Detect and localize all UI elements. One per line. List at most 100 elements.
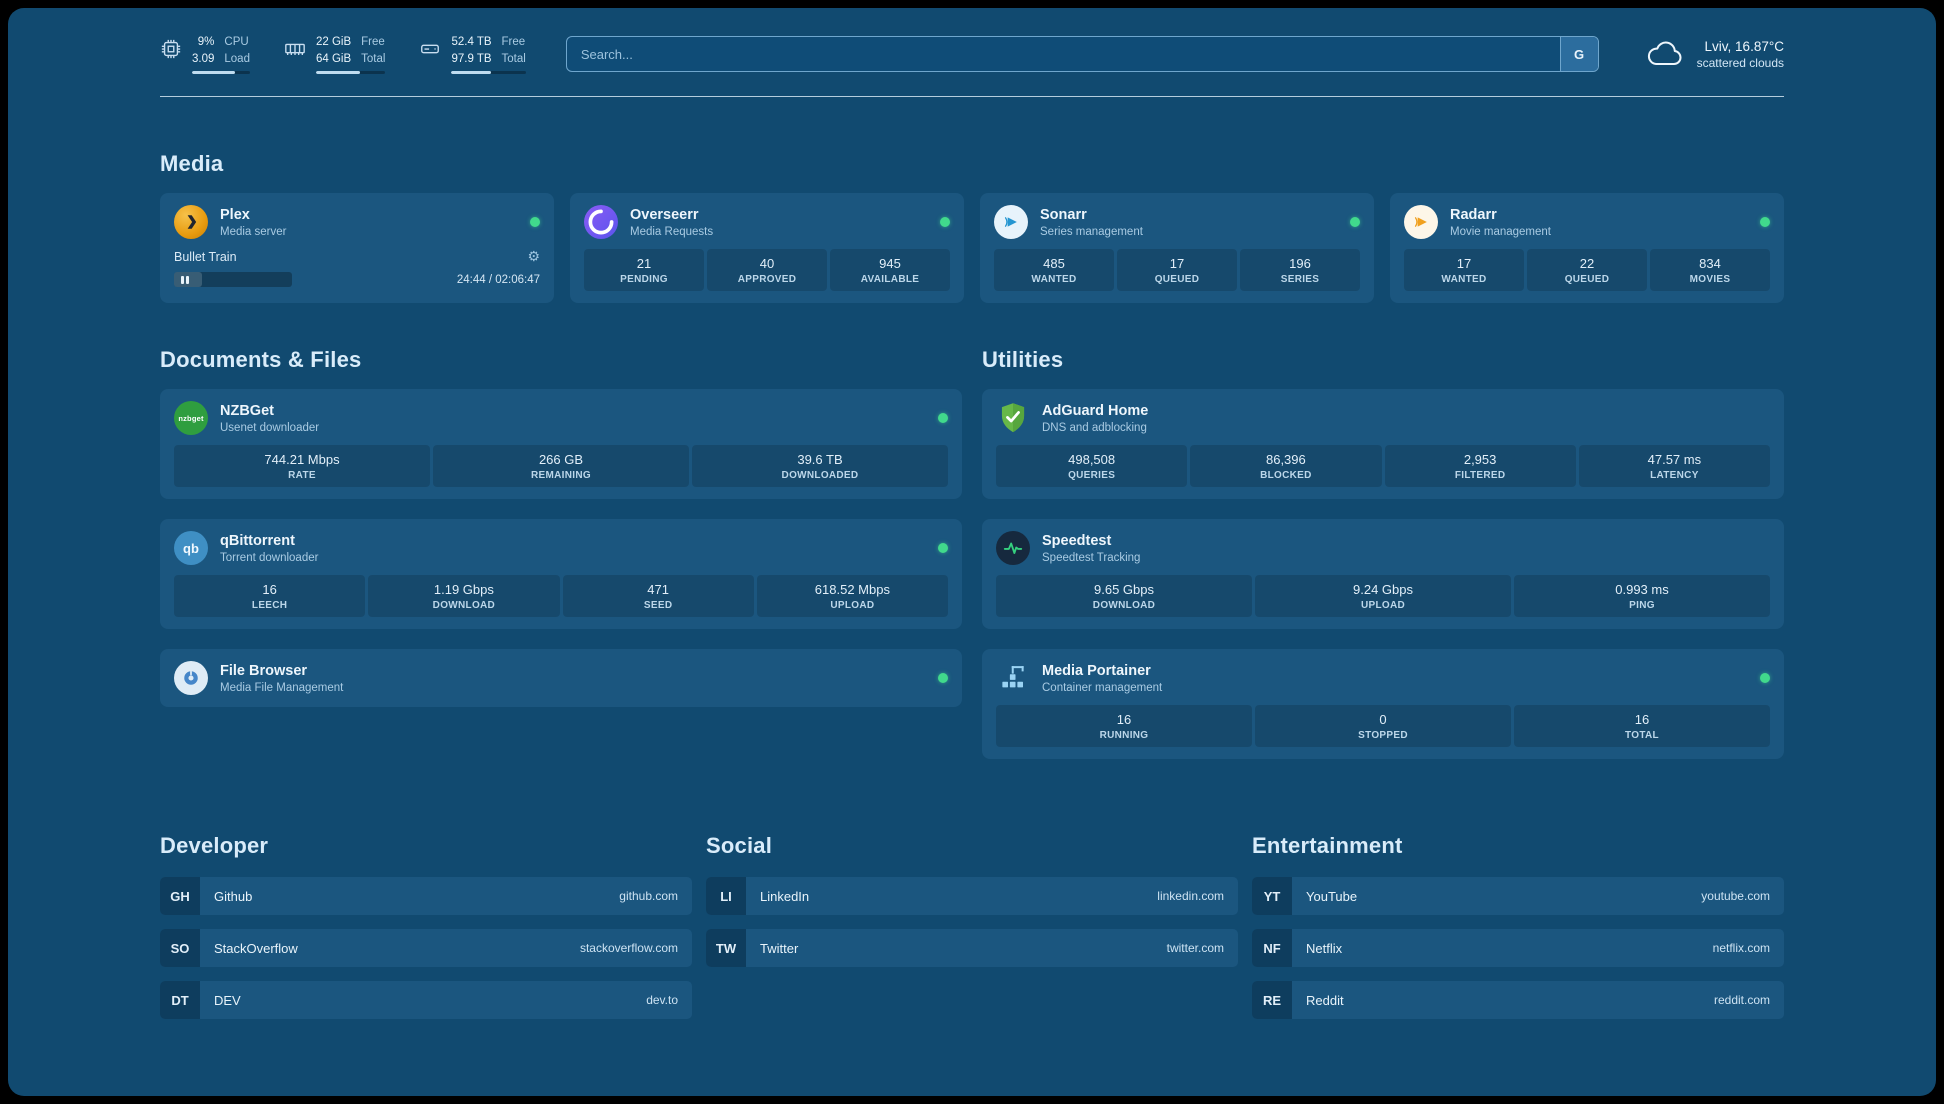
search-provider-button[interactable]: G [1559, 37, 1598, 72]
status-dot [938, 543, 948, 554]
utilities-section-title: Utilities [982, 347, 1064, 373]
filebrowser-icon [174, 661, 208, 696]
status-dot [940, 217, 950, 228]
bookmark-name: Github [214, 888, 253, 904]
service-card-radarr[interactable]: Radarr Movie management 17 WANTED 22 QUE… [1390, 193, 1784, 304]
portainer-stat-stopped: 0 STOPPED [1255, 705, 1511, 748]
bookmark-twitter[interactable]: TW Twitter twitter.com [706, 929, 1238, 968]
status-dot [1350, 217, 1360, 228]
bookmark-reddit[interactable]: RE Reddit reddit.com [1252, 981, 1784, 1020]
bookmark-name: Netflix [1306, 940, 1343, 956]
media-section-title: Media [160, 151, 224, 177]
service-name: Plex [220, 206, 250, 223]
service-card-qbittorrent[interactable]: qb qBittorrent Torrent downloader 16 LEE… [160, 519, 962, 630]
bookmark-name: DEV [214, 992, 241, 1008]
plex-now-playing: Bullet Train ⚙ 24:44 / 02:06:47 [174, 248, 540, 288]
service-name: Media Portainer [1042, 662, 1151, 679]
header-divider [160, 96, 1784, 98]
bookmark-dev[interactable]: DT DEV dev.to [160, 981, 692, 1020]
playback-progress-bar[interactable] [174, 272, 292, 288]
bookmark-domain: stackoverflow.com [579, 941, 678, 956]
radarr-stat-movies: 834 MOVIES [1650, 249, 1770, 292]
sonarr-stat-series: 196 SERIES [1240, 249, 1360, 292]
adguard-stat-queries: 498,508 QUERIES [996, 445, 1188, 488]
service-name: qBittorrent [220, 532, 295, 549]
pause-icon[interactable] [181, 275, 184, 284]
service-subtitle: Torrent downloader [220, 551, 319, 564]
bookmark-stackoverflow[interactable]: SO StackOverflow stackoverflow.com [160, 929, 692, 968]
weather-location: Lviv, 16.87°C [1704, 38, 1784, 54]
speedtest-stat-ping: 0.993 ms PING [1514, 575, 1770, 618]
header: 9% 3.09 CPU Load [160, 34, 1784, 75]
adguard-stat-blocked: 86,396 BLOCKED [1190, 445, 1382, 488]
memory-total-label: Total [361, 52, 386, 65]
sonarr-stat-wanted: 485 WANTED [994, 249, 1114, 292]
nzbget-stat-remaining: 266 GB REMAINING [433, 445, 689, 488]
service-subtitle: Media server [220, 225, 287, 238]
bookmark-github[interactable]: GH Github github.com [160, 877, 692, 916]
cpu-load-label: Load [224, 52, 250, 65]
bookmark-name: Twitter [760, 940, 799, 956]
service-card-sonarr[interactable]: Sonarr Series management 485 WANTED 17 Q… [980, 193, 1374, 304]
service-card-nzbget[interactable]: nzbget NZBGet Usenet downloader 744.21 M… [160, 389, 962, 500]
documents-section: Documents & Files nzbget NZBGet Usenet d… [160, 347, 962, 759]
overseerr-icon [584, 205, 618, 240]
resource-widgets: 9% 3.09 CPU Load [160, 34, 526, 75]
bookmark-abbr: RE [1252, 981, 1292, 1020]
adguard-stat-filtered: 2,953 FILTERED [1384, 445, 1576, 488]
service-card-overseerr[interactable]: Overseerr Media Requests 21 PENDING 40 A… [570, 193, 964, 304]
service-name: Radarr [1450, 206, 1497, 223]
memory-progress-bar [315, 71, 386, 75]
utilities-section: Utilities AdGuard Home DNS and adblockin… [982, 347, 1784, 760]
service-name: Speedtest [1042, 532, 1112, 549]
bookmarks: Developer GH Github github.com SO StackO… [160, 833, 1784, 1033]
bookmark-group-developer: Developer GH Github github.com SO StackO… [160, 833, 692, 1033]
bookmark-abbr: DT [160, 981, 200, 1020]
service-name: Overseerr [630, 206, 699, 223]
bookmark-domain: github.com [619, 889, 678, 904]
bookmark-group-title: Developer [160, 833, 269, 859]
service-card-portainer[interactable]: Media Portainer Container management 16 … [982, 649, 1784, 760]
bookmark-group-title: Entertainment [1252, 833, 1403, 859]
speedtest-icon [996, 531, 1030, 566]
speedtest-stat-upload: 9.24 Gbps UPLOAD [1255, 575, 1511, 618]
bookmark-domain: twitter.com [1166, 941, 1224, 956]
disk-progress-bar [451, 71, 526, 75]
service-subtitle: Series management [1040, 225, 1143, 238]
adguard-icon [996, 401, 1030, 435]
bookmark-name: StackOverflow [214, 940, 298, 956]
now-playing-title: Bullet Train [174, 249, 237, 264]
bookmark-abbr: YT [1252, 877, 1292, 916]
disk-icon [421, 44, 440, 54]
speedtest-stat-download: 9.65 Gbps DOWNLOAD [996, 575, 1252, 618]
service-card-filebrowser[interactable]: File Browser Media File Management [160, 649, 962, 708]
service-name: NZBGet [220, 402, 274, 419]
status-dot [1760, 673, 1770, 684]
bookmark-abbr: TW [706, 929, 746, 968]
weather-condition: scattered clouds [1696, 55, 1784, 70]
disk-total-label: Total [501, 52, 526, 65]
service-subtitle: Media Requests [630, 225, 714, 238]
bookmark-youtube[interactable]: YT YouTube youtube.com [1252, 877, 1784, 916]
service-card-speedtest[interactable]: Speedtest Speedtest Tracking 9.65 Gbps D… [982, 519, 1784, 630]
settings-icon[interactable]: ⚙ [527, 248, 540, 265]
nzbget-stat-downloaded: 39.6 TB DOWNLOADED [692, 445, 948, 488]
search-input[interactable] [566, 37, 1560, 72]
bookmark-linkedin[interactable]: LI LinkedIn linkedin.com [706, 877, 1238, 916]
service-subtitle: Usenet downloader [220, 421, 320, 434]
service-card-adguard[interactable]: AdGuard Home DNS and adblocking 498,508 … [982, 389, 1784, 500]
cloud-icon [1647, 41, 1682, 66]
status-dot [938, 673, 948, 684]
status-dot [1760, 217, 1770, 228]
bookmark-group-social: Social LI LinkedIn linkedin.com TW Twitt… [706, 833, 1238, 1033]
bookmark-name: LinkedIn [760, 888, 810, 904]
service-subtitle: DNS and adblocking [1042, 421, 1147, 434]
cpu-widget: 9% 3.09 CPU Load [160, 34, 250, 75]
portainer-stat-total: 16 TOTAL [1514, 705, 1770, 748]
bookmark-name: Reddit [1306, 992, 1344, 1008]
bookmark-abbr: GH [160, 877, 200, 916]
disk-free-label: Free [501, 36, 526, 48]
service-card-plex[interactable]: Plex Media server Bullet Train ⚙ [160, 193, 554, 304]
memory-free-label: Free [361, 36, 385, 48]
bookmark-netflix[interactable]: NF Netflix netflix.com [1252, 929, 1784, 968]
